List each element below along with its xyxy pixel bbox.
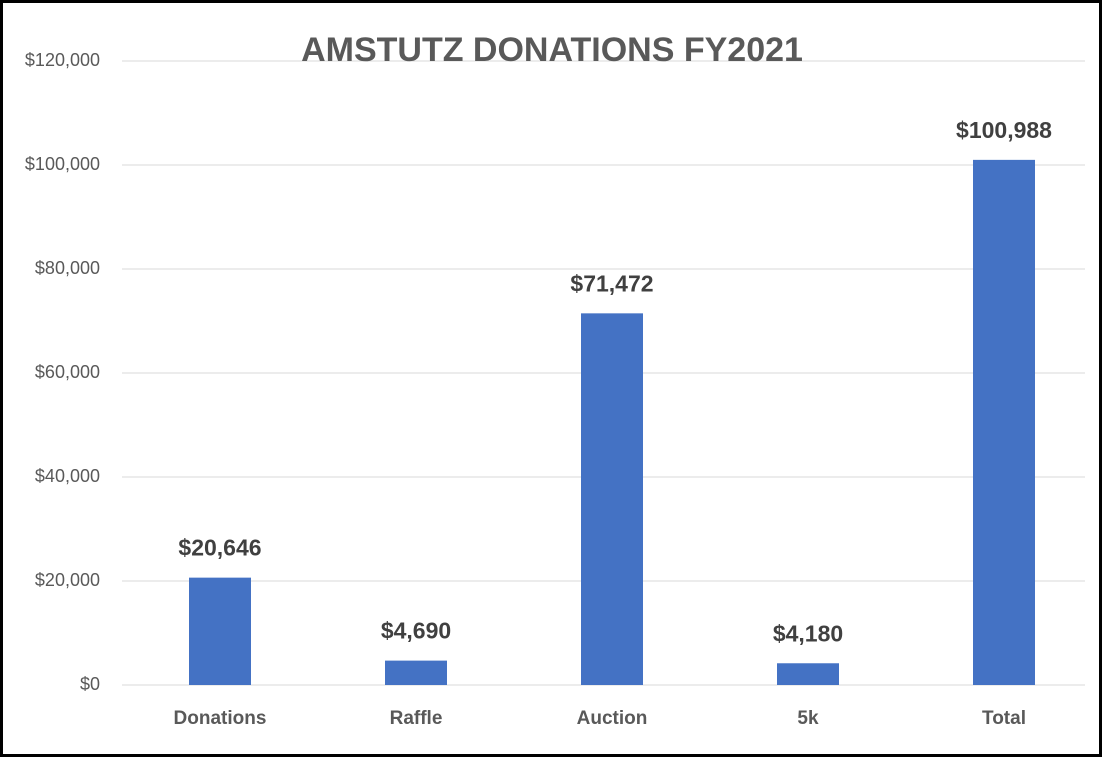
y-tick-label: $80,000 — [35, 258, 100, 278]
x-tick-label: Donations — [174, 708, 267, 729]
value-label: $4,690 — [381, 618, 451, 644]
y-tick-label: $20,000 — [35, 570, 100, 590]
value-label: $4,180 — [773, 620, 843, 646]
x-tick-label: 5k — [797, 708, 819, 729]
y-tick-label: $60,000 — [35, 362, 100, 382]
x-tick-label: Raffle — [390, 708, 443, 729]
bar — [973, 159, 1035, 685]
value-label: $100,988 — [956, 117, 1052, 143]
value-label: $71,472 — [570, 270, 653, 296]
y-tick-label: $0 — [80, 674, 100, 694]
value-label: $20,646 — [178, 535, 261, 561]
y-tick-label: $40,000 — [35, 466, 100, 486]
bar — [385, 660, 447, 685]
bar — [777, 663, 839, 685]
x-tick-label: Auction — [577, 708, 648, 729]
x-tick-label: Total — [982, 708, 1026, 729]
y-tick-label: $120,000 — [25, 50, 100, 70]
bar — [581, 313, 643, 685]
chart-title: AMSTUTZ DONATIONS FY2021 — [301, 31, 803, 69]
y-tick-label: $100,000 — [25, 154, 100, 174]
bar — [189, 577, 251, 685]
